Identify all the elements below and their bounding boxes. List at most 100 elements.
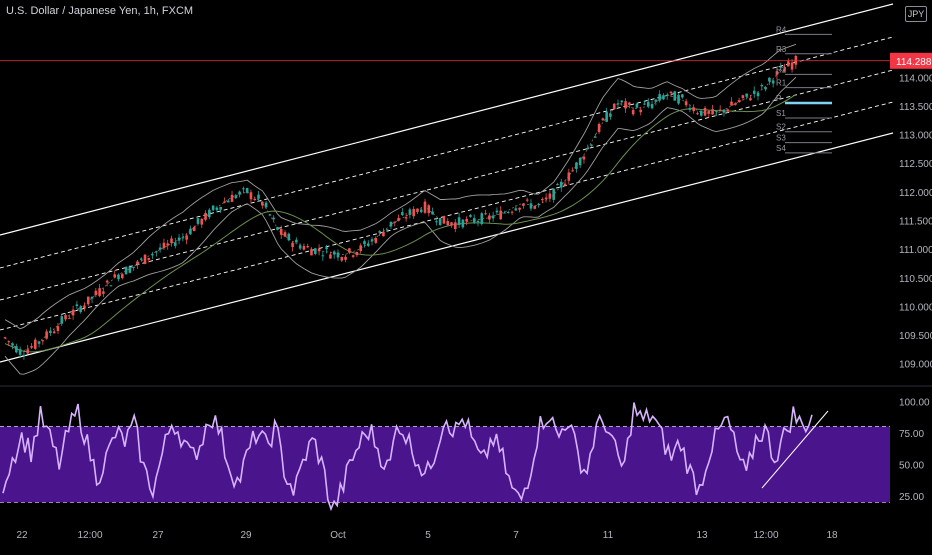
candle-body bbox=[510, 211, 514, 213]
candle-body bbox=[718, 109, 722, 111]
candle-body bbox=[457, 217, 461, 225]
candle-body bbox=[158, 247, 162, 250]
time-axis-tick: 27 bbox=[152, 530, 164, 541]
candle-body bbox=[669, 91, 673, 94]
candle-body bbox=[575, 162, 578, 169]
time-axis-tick: 29 bbox=[240, 530, 252, 541]
candle-body bbox=[563, 183, 567, 186]
candle-body bbox=[775, 71, 779, 75]
candle-body bbox=[98, 288, 101, 296]
price-axis-tick: 113.500 bbox=[899, 102, 932, 113]
candle-body bbox=[423, 201, 427, 213]
candle-body bbox=[397, 217, 400, 221]
channel-layer bbox=[0, 3, 894, 363]
candle-body bbox=[15, 345, 18, 353]
candle-body bbox=[609, 113, 612, 117]
candle-body bbox=[102, 291, 105, 294]
currency-badge[interactable]: JPY bbox=[905, 6, 927, 22]
candle-body bbox=[624, 101, 627, 109]
candle-body bbox=[612, 103, 616, 110]
candle-body bbox=[276, 227, 279, 230]
candle-body bbox=[696, 113, 699, 115]
time-axis-tick: 18 bbox=[826, 530, 838, 541]
candle-body bbox=[90, 296, 94, 299]
candle-body bbox=[75, 304, 79, 307]
candle-body bbox=[83, 305, 86, 309]
price-axis-tick: 113.000 bbox=[899, 131, 932, 142]
bollinger-lower-line bbox=[4, 76, 797, 375]
axes-layer: 109.000 109.500 110.000 110.500 111.000 111.5… bbox=[16, 52, 932, 541]
candle-body bbox=[741, 95, 745, 98]
candle-body bbox=[143, 254, 147, 264]
candle-body bbox=[49, 330, 52, 333]
candle-body bbox=[737, 100, 741, 103]
candle-body bbox=[435, 221, 438, 223]
candle-body bbox=[688, 107, 692, 110]
pivot-label-r3: R3 bbox=[776, 45, 787, 54]
candle-body bbox=[639, 109, 643, 113]
candle-body bbox=[189, 228, 192, 235]
candle-body bbox=[162, 242, 166, 249]
candle-body bbox=[185, 235, 188, 240]
candle-body bbox=[393, 221, 397, 223]
candle-body bbox=[552, 188, 555, 200]
candle-body bbox=[238, 191, 241, 195]
pivot-label-r4: R4 bbox=[776, 25, 787, 34]
candle-body bbox=[525, 199, 529, 201]
candle-body bbox=[635, 103, 639, 108]
candle-body bbox=[200, 218, 204, 225]
candle-body bbox=[582, 156, 586, 160]
candle-body bbox=[699, 110, 703, 116]
candle-body bbox=[559, 181, 563, 188]
candle-body bbox=[783, 68, 786, 72]
candle-body bbox=[730, 101, 733, 106]
candle-body bbox=[336, 252, 340, 258]
candle-body bbox=[287, 233, 291, 241]
candle-body bbox=[173, 242, 177, 246]
candle-body bbox=[295, 239, 298, 243]
candle-body bbox=[476, 221, 480, 223]
rsi-band bbox=[0, 426, 890, 503]
candle-body bbox=[359, 245, 362, 252]
candle-body bbox=[745, 93, 748, 97]
candle-body bbox=[488, 215, 491, 220]
candle-body bbox=[64, 315, 67, 320]
candle-body bbox=[506, 212, 510, 214]
candle-body bbox=[684, 101, 688, 106]
candle-body bbox=[442, 215, 446, 224]
time-axis-tick: 7 bbox=[513, 530, 519, 541]
candle-body bbox=[374, 237, 378, 243]
candle-body bbox=[586, 148, 590, 150]
candle-body bbox=[366, 243, 370, 246]
time-axis-tick: 12:00 bbox=[753, 530, 778, 541]
rsi-axis-tick: 75.00 bbox=[899, 429, 924, 440]
candle-body bbox=[734, 103, 737, 105]
candle-body bbox=[453, 222, 457, 229]
candle-body bbox=[412, 208, 415, 217]
candle-body bbox=[654, 99, 658, 102]
candle-body bbox=[431, 211, 434, 215]
candle-body bbox=[616, 103, 620, 105]
candle-body bbox=[715, 111, 718, 113]
candle-body bbox=[52, 331, 56, 334]
candle-body bbox=[503, 212, 506, 214]
pivot-label-s1: S1 bbox=[776, 109, 786, 118]
candle-body bbox=[283, 232, 287, 237]
candle-body bbox=[756, 92, 760, 97]
candle-body bbox=[628, 102, 631, 105]
pivot-label-p: P bbox=[776, 94, 781, 103]
candle-body bbox=[752, 90, 756, 94]
candle-body bbox=[541, 198, 544, 201]
pivot-label-s3: S3 bbox=[776, 134, 786, 143]
candle-body bbox=[147, 257, 151, 260]
candle-body bbox=[313, 248, 317, 254]
candle-body bbox=[60, 316, 64, 324]
candle-body bbox=[726, 109, 730, 112]
candle-body bbox=[230, 194, 234, 202]
candle-body bbox=[673, 91, 677, 101]
candle-body bbox=[722, 109, 726, 113]
candle-body bbox=[491, 215, 495, 219]
